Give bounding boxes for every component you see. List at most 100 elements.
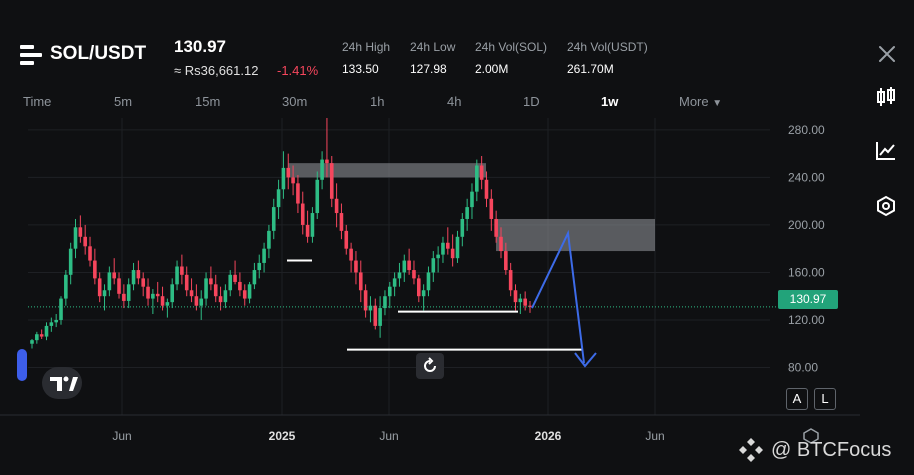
candle-body (252, 270, 257, 285)
candle-body (513, 290, 518, 303)
candle-body (122, 293, 126, 301)
projection-arrow (531, 229, 585, 364)
stat-24h-vol-base: 24h Vol(SOL) 2.00M (475, 40, 547, 76)
candle-body (131, 270, 136, 285)
candle-body (358, 272, 363, 291)
indicator-icon[interactable] (874, 140, 898, 162)
tf-15m[interactable]: 15m (195, 94, 221, 109)
candle-body (88, 246, 92, 261)
settings-gear-icon[interactable] (802, 428, 820, 444)
candle-body (378, 308, 382, 326)
candle-body (499, 236, 503, 252)
stat-24h-low: 24h Low 127.98 (410, 40, 455, 76)
last-price-badge: 130.97 (778, 290, 838, 309)
exchange-logo-icon (20, 45, 42, 65)
candle-body (475, 165, 479, 192)
candle-body (310, 213, 315, 237)
candle-body (392, 278, 397, 287)
watermark-text: @ BTCFocus (771, 438, 892, 461)
stat-24h-high: 24h High 133.50 (342, 40, 390, 76)
candle-body (209, 278, 213, 285)
stat-value: 261.70M (567, 62, 614, 76)
candle-body (247, 284, 252, 299)
tf-4h[interactable]: 4h (447, 94, 462, 109)
candle-body (155, 293, 160, 297)
y-tick-label: 200.00 (788, 218, 825, 232)
candle-body (296, 183, 300, 204)
y-tick-label: 280.00 (788, 123, 825, 137)
candle-body (117, 278, 121, 294)
candle-body (112, 272, 116, 279)
candle-body (416, 278, 421, 297)
candle-body (49, 322, 54, 326)
candle-body (300, 203, 305, 225)
price-chart[interactable]: 280.00 240.00 200.00 160.00 120.00 80.00 Jun 20… (0, 118, 860, 455)
candle-body (436, 254, 440, 259)
reset-icon[interactable] (416, 353, 444, 379)
x-tick-label: 2026 (535, 429, 562, 443)
candle-body (450, 248, 455, 259)
candle-body (64, 274, 68, 299)
hexagon-settings-icon[interactable] (874, 195, 898, 217)
log-scale-button[interactable]: L (814, 388, 836, 410)
candle-body (146, 286, 150, 299)
candle-body (518, 298, 523, 303)
candle-body (189, 290, 194, 297)
tradingview-logo-icon[interactable] (42, 367, 82, 399)
pair-title[interactable]: SOL/USDT (50, 43, 147, 64)
candle-body (267, 230, 271, 249)
market-header: SOL/USDT 130.97 ≈ Rs36,661.12 -1.41% 24h… (0, 0, 914, 88)
candle-body (281, 167, 286, 190)
candle-body (373, 305, 378, 326)
close-icon[interactable] (877, 44, 897, 64)
tf-more[interactable]: More ▼ (679, 94, 722, 109)
candle-body (59, 298, 63, 320)
resistance-zone (496, 218, 655, 252)
stat-24h-vol-quote: 24h Vol(USDT) 261.70M (567, 40, 648, 76)
candle-body (508, 270, 513, 291)
candle-body (180, 266, 184, 275)
candle-body (523, 298, 527, 306)
watermark: @ BTCFocus (737, 436, 891, 464)
candle-body (242, 290, 247, 299)
candle-body (83, 236, 87, 247)
auto-scale-button[interactable]: A (786, 388, 808, 410)
tf-1h[interactable]: 1h (370, 94, 385, 109)
tf-1d[interactable]: 1D (523, 94, 540, 109)
candle-body (363, 290, 368, 311)
candle-body (276, 189, 281, 208)
x-tick-label: Jun (379, 429, 398, 443)
tf-1w[interactable]: 1w (601, 94, 619, 109)
y-tick-label: 120.00 (788, 313, 825, 327)
candle-body (354, 260, 358, 273)
x-tick-label: Jun (112, 429, 131, 443)
candle-body (68, 248, 73, 275)
candle-body (97, 278, 102, 297)
candle-body (494, 218, 498, 237)
candle-body (194, 296, 199, 306)
candlestick-icon[interactable] (874, 86, 898, 108)
candle-body (257, 262, 262, 271)
candle-body (339, 213, 344, 231)
candle-body (460, 218, 465, 237)
candle-body (397, 272, 402, 279)
candle-body (528, 305, 532, 307)
candle-body (387, 286, 392, 297)
candle-body (102, 290, 107, 297)
tf-time[interactable]: Time (23, 94, 52, 109)
candle-body (286, 167, 291, 178)
stat-label: 24h High (342, 40, 391, 54)
drawing-toolbar-handle[interactable] (17, 349, 27, 381)
y-tick-label: 240.00 (788, 170, 825, 184)
timeframe-bar: Time 5m 15m 30m 1h 4h 1D 1w More ▼ (0, 88, 760, 116)
stat-value: 133.50 (342, 62, 379, 76)
candle-body (204, 278, 208, 299)
chevron-down-icon: ▼ (712, 98, 723, 109)
candle-body (334, 198, 339, 214)
candle-body (213, 284, 218, 297)
candle-body (199, 298, 204, 306)
tf-5m[interactable]: 5m (114, 94, 133, 109)
candle-body (368, 305, 373, 311)
candle-body (107, 272, 112, 291)
tf-30m[interactable]: 30m (282, 94, 308, 109)
